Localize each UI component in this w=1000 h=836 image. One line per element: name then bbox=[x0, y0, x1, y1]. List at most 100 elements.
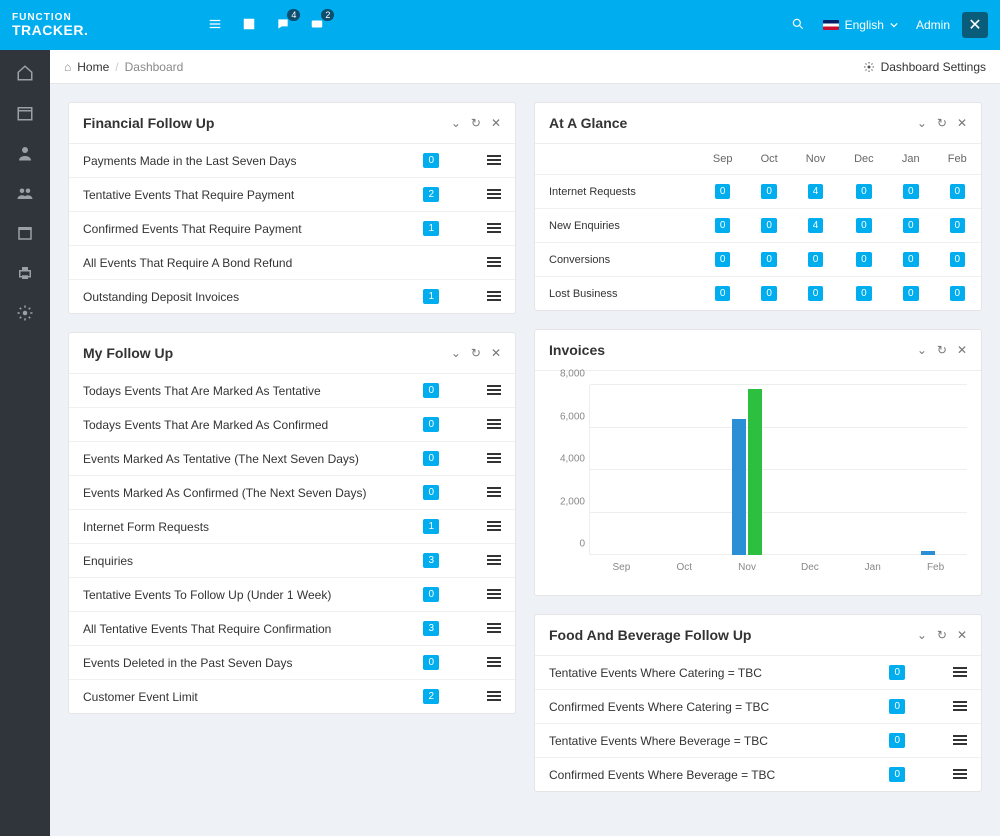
team-nav-icon[interactable] bbox=[16, 184, 34, 202]
chevron-down-icon[interactable]: ⌄ bbox=[451, 116, 461, 130]
cell[interactable]: 0 bbox=[791, 277, 839, 311]
close-panel-icon[interactable]: ✕ bbox=[491, 116, 501, 130]
cell[interactable]: 0 bbox=[791, 243, 839, 277]
list-item[interactable]: All Events That Require A Bond Refund bbox=[69, 245, 515, 279]
cell[interactable]: 0 bbox=[699, 243, 747, 277]
row-menu-icon[interactable] bbox=[487, 289, 501, 304]
home-icon[interactable] bbox=[16, 64, 34, 82]
row-menu-icon[interactable] bbox=[953, 665, 967, 680]
cell[interactable]: 0 bbox=[699, 209, 747, 243]
list-item[interactable]: Outstanding Deposit Invoices1 bbox=[69, 279, 515, 313]
cell[interactable]: 0 bbox=[888, 277, 934, 311]
list-item[interactable]: Tentative Events To Follow Up (Under 1 W… bbox=[69, 577, 515, 611]
refresh-icon[interactable]: ↻ bbox=[471, 116, 481, 130]
chevron-down-icon[interactable]: ⌄ bbox=[917, 628, 927, 642]
cell[interactable]: 0 bbox=[840, 209, 888, 243]
cell[interactable]: 0 bbox=[840, 243, 888, 277]
row-menu-icon[interactable] bbox=[953, 733, 967, 748]
row-menu-icon[interactable] bbox=[487, 255, 501, 270]
list-item[interactable]: Events Marked As Tentative (The Next Sev… bbox=[69, 441, 515, 475]
cell[interactable]: 0 bbox=[934, 243, 981, 277]
row-menu-icon[interactable] bbox=[487, 485, 501, 500]
list-item[interactable]: Confirmed Events Where Catering = TBC0 bbox=[535, 689, 981, 723]
list-item[interactable]: Tentative Events Where Beverage = TBC0 bbox=[535, 723, 981, 757]
list-icon[interactable] bbox=[208, 17, 222, 34]
close-panel-icon[interactable]: ✕ bbox=[957, 343, 967, 357]
list-item[interactable]: Todays Events That Are Marked As Confirm… bbox=[69, 407, 515, 441]
row-menu-icon[interactable] bbox=[487, 383, 501, 398]
row-menu-icon[interactable] bbox=[487, 553, 501, 568]
panel-tools: ⌄ ↻ ✕ bbox=[917, 343, 967, 357]
list-item[interactable]: Events Deleted in the Past Seven Days0 bbox=[69, 645, 515, 679]
calendar-icon[interactable] bbox=[242, 17, 256, 34]
row-menu-icon[interactable] bbox=[487, 153, 501, 168]
x-axis-label: Feb bbox=[904, 562, 967, 573]
cell[interactable]: 0 bbox=[840, 277, 888, 311]
cell[interactable]: 0 bbox=[888, 175, 934, 209]
cell[interactable]: 0 bbox=[934, 175, 981, 209]
cell[interactable]: 0 bbox=[934, 209, 981, 243]
gear-nav-icon[interactable] bbox=[16, 304, 34, 322]
row-menu-icon[interactable] bbox=[487, 221, 501, 236]
chevron-down-icon[interactable]: ⌄ bbox=[451, 346, 461, 360]
chevron-down-icon[interactable]: ⌄ bbox=[917, 116, 927, 130]
message-icon[interactable]: 2 bbox=[310, 17, 324, 34]
list-item[interactable]: All Tentative Events That Require Confir… bbox=[69, 611, 515, 645]
row-menu-icon[interactable] bbox=[487, 187, 501, 202]
row-menu-icon[interactable] bbox=[953, 767, 967, 782]
cell[interactable]: 0 bbox=[699, 175, 747, 209]
cell[interactable]: 0 bbox=[840, 175, 888, 209]
cell[interactable]: 0 bbox=[747, 243, 792, 277]
cell[interactable]: 0 bbox=[699, 277, 747, 311]
list-item[interactable]: Enquiries3 bbox=[69, 543, 515, 577]
close-panel-icon[interactable]: ✕ bbox=[491, 346, 501, 360]
close-icon[interactable]: ✕ bbox=[962, 12, 988, 38]
list-item[interactable]: Internet Form Requests1 bbox=[69, 509, 515, 543]
list-item[interactable]: Confirmed Events That Require Payment1 bbox=[69, 211, 515, 245]
row-menu-icon[interactable] bbox=[487, 587, 501, 602]
list-item[interactable]: Customer Event Limit2 bbox=[69, 679, 515, 713]
user-menu[interactable]: Admin bbox=[916, 18, 950, 32]
print-nav-icon[interactable] bbox=[16, 264, 34, 282]
row-menu-icon[interactable] bbox=[487, 519, 501, 534]
cell[interactable]: 0 bbox=[747, 209, 792, 243]
cell[interactable]: 0 bbox=[888, 209, 934, 243]
list-item[interactable]: Payments Made in the Last Seven Days0 bbox=[69, 144, 515, 177]
row-menu-icon[interactable] bbox=[487, 621, 501, 636]
user-nav-icon[interactable] bbox=[16, 144, 34, 162]
breadcrumb-home[interactable]: Home bbox=[77, 60, 109, 74]
cell[interactable]: 0 bbox=[747, 175, 792, 209]
cell[interactable]: 0 bbox=[888, 243, 934, 277]
list-item[interactable]: Tentative Events Where Catering = TBC0 bbox=[535, 656, 981, 689]
row-menu-icon[interactable] bbox=[487, 689, 501, 704]
cell[interactable]: 0 bbox=[934, 277, 981, 311]
list-item[interactable]: Tentative Events That Require Payment2 bbox=[69, 177, 515, 211]
row-menu-icon[interactable] bbox=[487, 655, 501, 670]
row-menu-icon[interactable] bbox=[953, 699, 967, 714]
list-item[interactable]: Confirmed Events Where Beverage = TBC0 bbox=[535, 757, 981, 791]
cell[interactable]: 4 bbox=[791, 209, 839, 243]
row-menu-icon[interactable] bbox=[487, 451, 501, 466]
chat-icon[interactable]: 4 bbox=[276, 17, 290, 34]
language-selector[interactable]: English bbox=[823, 18, 898, 32]
close-panel-icon[interactable]: ✕ bbox=[957, 628, 967, 642]
search-icon[interactable] bbox=[791, 17, 805, 34]
bar-series1[interactable] bbox=[921, 551, 935, 555]
close-panel-icon[interactable]: ✕ bbox=[957, 116, 967, 130]
refresh-icon[interactable]: ↻ bbox=[471, 346, 481, 360]
archive-nav-icon[interactable] bbox=[16, 224, 34, 242]
refresh-icon[interactable]: ↻ bbox=[937, 343, 947, 357]
row-menu-icon[interactable] bbox=[487, 417, 501, 432]
chevron-down-icon[interactable]: ⌄ bbox=[917, 343, 927, 357]
list-item[interactable]: Todays Events That Are Marked As Tentati… bbox=[69, 374, 515, 407]
logo[interactable]: FUNCTION TRACKER. bbox=[12, 13, 88, 37]
cell[interactable]: 0 bbox=[747, 277, 792, 311]
list-item[interactable]: Events Marked As Confirmed (The Next Sev… bbox=[69, 475, 515, 509]
bar-series1[interactable] bbox=[732, 419, 746, 555]
refresh-icon[interactable]: ↻ bbox=[937, 116, 947, 130]
calendar-nav-icon[interactable] bbox=[16, 104, 34, 122]
bar-series2[interactable] bbox=[748, 389, 762, 555]
dashboard-settings-button[interactable]: Dashboard Settings bbox=[863, 60, 986, 74]
cell[interactable]: 4 bbox=[791, 175, 839, 209]
refresh-icon[interactable]: ↻ bbox=[937, 628, 947, 642]
